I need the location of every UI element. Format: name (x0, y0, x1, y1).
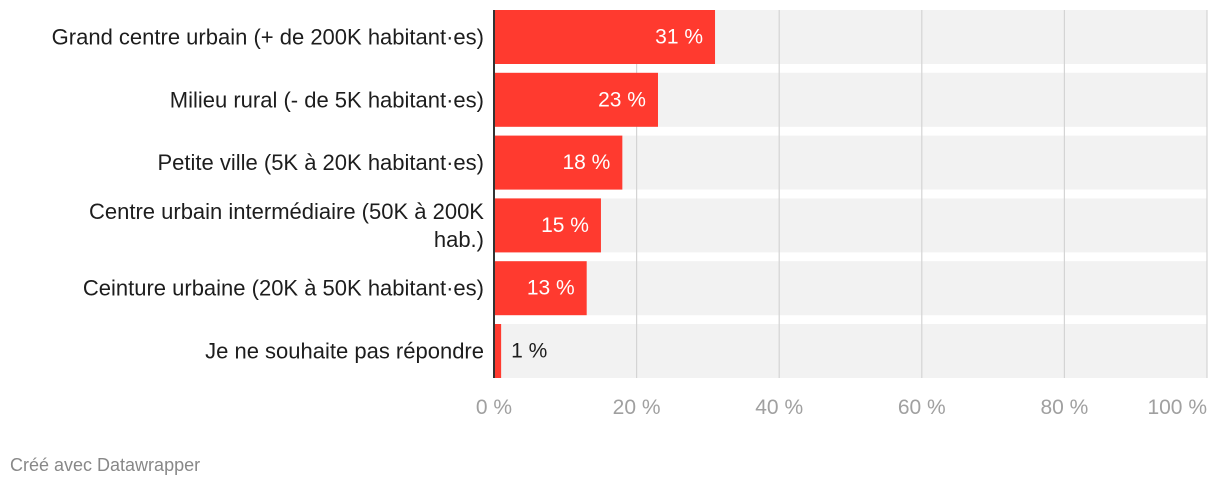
bars (494, 10, 716, 378)
x-tick-label: 0 % (476, 396, 512, 419)
bar-chart: Grand centre urbain (+ de 200K habitant·… (52, 10, 1208, 419)
footer-credit: Créé avec Datawrapper (10, 455, 201, 475)
category-labels: Grand centre urbain (+ de 200K habitant·… (52, 25, 485, 364)
x-tick-label: 40 % (755, 396, 803, 419)
x-tick-label: 20 % (613, 396, 661, 419)
x-tick-label: 80 % (1040, 396, 1088, 419)
category-label: Petite ville (5K à 20K habitant·es) (157, 150, 484, 175)
category-label: Grand centre urbain (+ de 200K habitant·… (52, 25, 484, 50)
value-label: 15 % (541, 214, 589, 237)
bar (494, 324, 502, 378)
bar-track (494, 324, 1207, 378)
category-label: Je ne souhaite pas répondre (205, 339, 484, 364)
bar (494, 135, 623, 190)
value-labels: 31 % 23 % 18 % 15 % 13 % 1 % (511, 26, 703, 363)
bar (494, 72, 658, 127)
x-tick-label: 60 % (898, 396, 946, 419)
category-label: Ceinture urbaine (20K à 50K habitant·es) (83, 276, 484, 301)
bar-track (494, 261, 1207, 316)
bar-tracks (494, 10, 1207, 378)
value-label: 23 % (598, 88, 646, 111)
category-label: Centre urbain intermédiaire (50K à 200K (89, 199, 484, 224)
category-label: Milieu rural (- de 5K habitant·es) (170, 87, 484, 112)
bar-track (494, 198, 1207, 253)
x-tick-label: 100 % (1147, 396, 1207, 419)
bar (494, 10, 716, 64)
bar (494, 198, 601, 253)
bar (494, 261, 587, 316)
gridlines (635, 10, 1208, 378)
value-label: 13 % (527, 277, 575, 300)
category-label: hab.) (434, 227, 484, 252)
x-tick-labels: 0 % 20 % 40 % 60 % 80 % 100 % (476, 396, 1207, 419)
value-label: 31 % (655, 26, 703, 49)
value-label: 18 % (562, 151, 610, 174)
value-label: 1 % (511, 340, 547, 363)
